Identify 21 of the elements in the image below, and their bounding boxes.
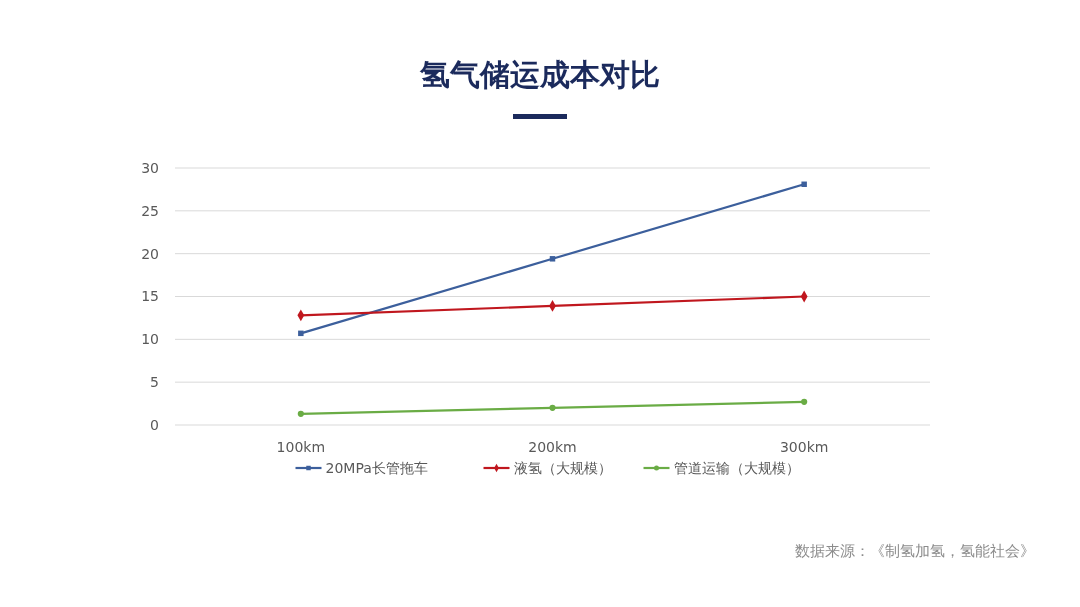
point [297,410,304,417]
x-tick-label: 200km [528,438,577,455]
y-tick-label: 15 [141,288,159,305]
point [549,404,556,411]
y-tick-label: 25 [141,202,159,219]
y-tick-label: 20 [141,245,159,262]
legend-label: 管道运输（大规模） [673,459,800,476]
y-tick-label: 0 [150,416,159,433]
point [801,181,807,188]
legend-label: 液氢（大规模） [513,459,612,476]
legend-label: 20MPa长管拖车 [325,459,428,476]
x-tick-label: 300km [779,438,829,455]
y-tick-label: 10 [141,331,159,348]
source-note: 数据来源：《制氢加氢，氢能社会》 [795,542,1035,561]
chart-title: 氢气储运成本对比 [419,57,660,92]
y-tick-label: 5 [150,374,159,391]
y-tick-label: 30 [141,159,159,176]
point [298,330,304,337]
point [801,398,808,405]
point [549,256,556,262]
x-tick-label: 100km [276,438,326,455]
